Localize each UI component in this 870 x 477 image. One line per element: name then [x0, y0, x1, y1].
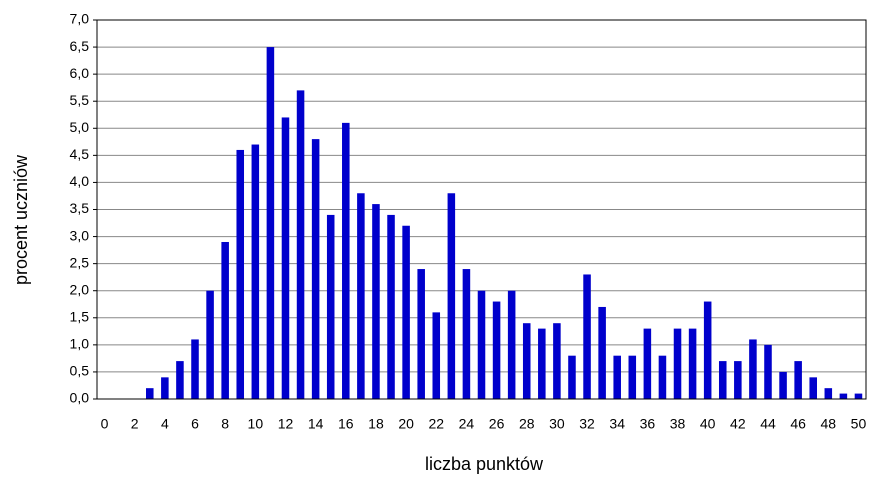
- y-tick-label: 5,0: [70, 119, 90, 135]
- bar: [146, 388, 154, 399]
- bar: [296, 90, 305, 399]
- bar: [191, 339, 199, 399]
- x-tick-label: 4: [161, 416, 169, 432]
- bar: [613, 355, 621, 399]
- bar: [734, 361, 742, 399]
- bar: [266, 47, 275, 399]
- bar: [387, 214, 395, 399]
- y-axis-label: procent uczniów: [11, 154, 31, 285]
- x-tick-label: 30: [549, 416, 565, 432]
- bar: [432, 312, 441, 399]
- bar: [568, 355, 576, 399]
- bar: [794, 361, 802, 399]
- bar: [161, 377, 169, 399]
- y-tick-label: 0,0: [70, 390, 90, 406]
- y-tick-label: 3,5: [70, 200, 90, 216]
- bar: [447, 193, 456, 399]
- bar: [718, 361, 727, 399]
- bar: [477, 290, 486, 399]
- bar: [749, 339, 757, 399]
- x-tick-label: 36: [640, 416, 656, 432]
- bar: [342, 122, 350, 399]
- x-tick-label: 2: [131, 416, 139, 432]
- x-tick-label: 10: [248, 416, 264, 432]
- bar: [357, 193, 365, 399]
- bar: [673, 328, 682, 399]
- bar: [206, 290, 214, 399]
- y-tick-label: 5,5: [70, 92, 90, 108]
- bar: [221, 241, 229, 399]
- y-tick-label: 0,5: [70, 363, 90, 379]
- x-tick-label: 48: [821, 416, 837, 432]
- x-tick-label: 26: [489, 416, 505, 432]
- bar: [779, 371, 787, 399]
- y-tick-label: 2,5: [70, 254, 90, 270]
- bar: [417, 269, 425, 399]
- x-tick-label: 14: [308, 416, 324, 432]
- x-tick-label: 32: [579, 416, 595, 432]
- y-tick-label: 1,0: [70, 336, 90, 352]
- bar: [281, 117, 290, 399]
- bar: [507, 290, 516, 399]
- x-tick-label: 38: [670, 416, 686, 432]
- x-tick-label: 16: [338, 416, 354, 432]
- bar: [703, 301, 712, 399]
- bar: [311, 139, 320, 399]
- y-tick-label: 1,5: [70, 308, 90, 324]
- x-tick-label: 50: [851, 416, 867, 432]
- y-tick-label: 4,0: [70, 173, 90, 189]
- bar: [236, 149, 245, 399]
- x-tick-label: 28: [519, 416, 535, 432]
- bar: [176, 361, 184, 399]
- bar: [839, 393, 848, 399]
- bar: [522, 323, 531, 399]
- bar: [598, 306, 606, 399]
- x-tick-label: 8: [221, 416, 229, 432]
- bar: [402, 225, 410, 399]
- x-tick-label: 22: [428, 416, 444, 432]
- bar: [628, 355, 637, 399]
- x-tick-label: 20: [398, 416, 414, 432]
- x-tick-label: 12: [278, 416, 294, 432]
- bar: [643, 328, 652, 399]
- y-tick-label: 6,0: [70, 65, 90, 81]
- bar: [462, 269, 471, 399]
- bar: [553, 323, 561, 399]
- y-tick-label: 6,5: [70, 38, 90, 54]
- x-tick-label: 42: [730, 416, 746, 432]
- bar: [251, 144, 260, 399]
- x-tick-label: 34: [609, 416, 625, 432]
- bar: [372, 204, 380, 399]
- bar: [764, 344, 772, 399]
- bar: [492, 301, 501, 399]
- bar: [583, 274, 591, 399]
- x-tick-label: 6: [191, 416, 199, 432]
- bar: [809, 377, 817, 399]
- bar: [854, 393, 863, 399]
- bar: [538, 328, 546, 399]
- bar: [688, 328, 697, 399]
- y-tick-label: 7,0: [70, 11, 90, 27]
- y-tick-label: 2,0: [70, 281, 90, 297]
- x-tick-label: 18: [368, 416, 384, 432]
- plot-border: [96, 19, 867, 400]
- x-tick-label: 24: [459, 416, 475, 432]
- x-tick-label: 40: [700, 416, 716, 432]
- x-tick-label: 0: [101, 416, 109, 432]
- x-axis-label: liczba punktów: [425, 454, 544, 474]
- x-tick-label: 46: [790, 416, 806, 432]
- bar: [326, 214, 335, 399]
- y-tick-label: 4,5: [70, 146, 90, 162]
- bar: [658, 355, 667, 399]
- bar: [824, 388, 833, 399]
- x-tick-label: 44: [760, 416, 776, 432]
- y-tick-label: 3,0: [70, 227, 90, 243]
